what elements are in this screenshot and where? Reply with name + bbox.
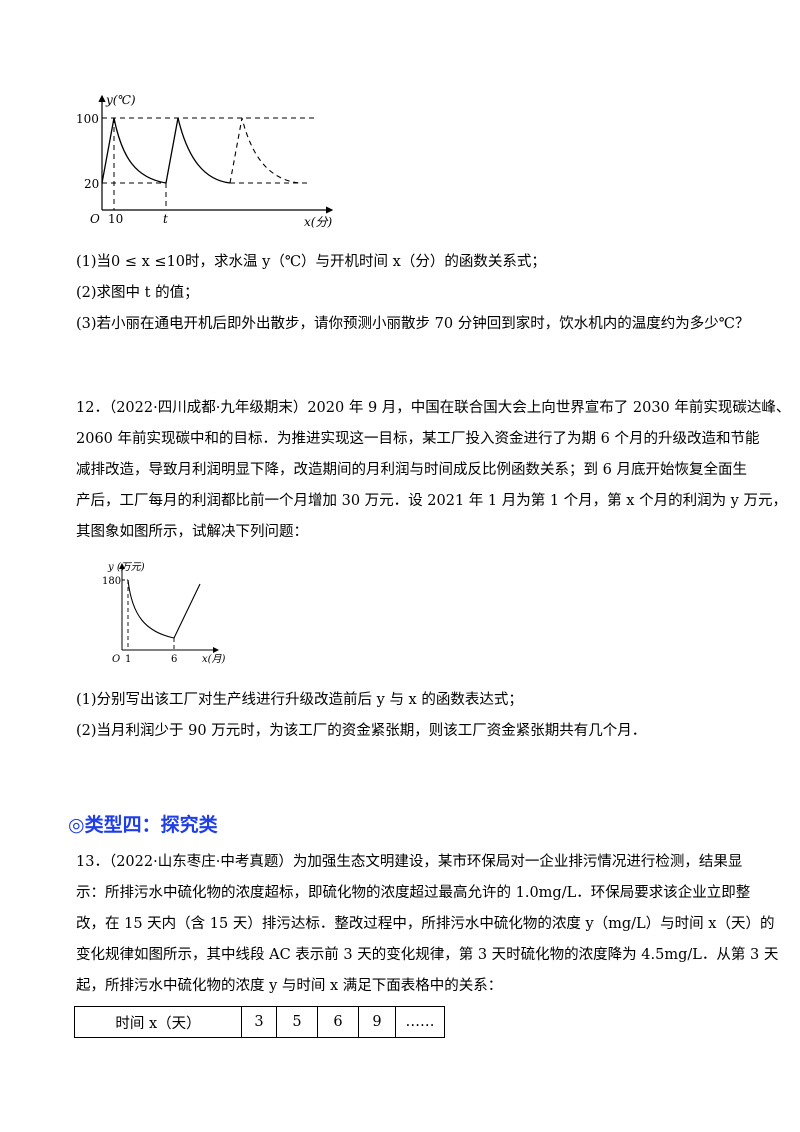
q12-part1: (1)分别写出该工厂对生产线进行升级改造前后 y 与 x 的函数表达式；	[76, 692, 523, 708]
q13-line: 变化规律如图所示，其中线段 AC 表示前 3 天的变化规律，第 3 天时硫化物的…	[76, 947, 779, 963]
q11-part3: (3)若小丽在通电开机后即外出散步，请你预测小丽散步 70 分钟回到家时，饮水机…	[76, 316, 750, 332]
q12-line: 2060 年前实现碳中和的目标．为推进实现这一目标，某工厂投入资金进行了为期 6…	[76, 431, 760, 447]
q12-line: 其图象如图所示，试解决下列问题：	[76, 524, 308, 540]
x-tick-10: 10	[108, 212, 123, 226]
q12-line: 产后，工厂每月的利润都比前一个月增加 30 万元．设 2021 年 1 月为第 …	[76, 493, 787, 509]
q13-line: 示：所排污水中硫化物的浓度超标，即硫化物的浓度超过最高允许的 1.0mg/L．环…	[76, 885, 751, 901]
origin-label: O	[112, 654, 120, 665]
table-header-cell: 时间 x（天）	[74, 1006, 242, 1038]
q12-line: 12．（2022·四川成都·九年级期末）2020 年 9 月，中国在联合国大会上…	[76, 400, 791, 416]
profit-curve	[127, 579, 201, 639]
x-tick-t: t	[163, 212, 168, 226]
y-tick-100: 100	[76, 112, 99, 126]
origin-label: O	[90, 212, 100, 226]
profit-month-graph: y (万元) 180 O 1 6 x(月)	[102, 562, 226, 665]
x-axis-label: x(分)	[304, 215, 332, 228]
table-cell: 9	[358, 1006, 396, 1038]
table-row: 时间 x（天） 3 5 6 9 ……	[74, 1006, 445, 1038]
temperature-time-graph: y(℃) 100 20 O 10 t x(分)	[76, 93, 334, 228]
q12-part2: (2)当月利润少于 90 万元时，为该工厂的资金紧张期，则该工厂资金紧张期共有几…	[76, 723, 647, 739]
q12-line: 减排改造，导致月利润明显下降，改造期间的月利润与时间成反比例函数关系；到 6 月…	[76, 462, 747, 478]
x-axis-label: x(月)	[202, 654, 226, 665]
time-table: 时间 x（天） 3 5 6 9 ……	[74, 1006, 445, 1038]
q13-line: 改，在 15 天内（含 15 天）排污达标．整改过程中，所排污水中硫化物的浓度 …	[76, 916, 775, 932]
q13-line: 起，所排污水中硫化物的浓度 y 与时间 x 满足下面表格中的关系：	[76, 978, 503, 994]
y-axis-label: y (万元)	[107, 562, 145, 573]
q13-line: 13．（2022·山东枣庄·中考真题）为加强生态文明建设，某市环保局对一企业排污…	[76, 854, 743, 870]
temperature-curve-dashed	[229, 117, 301, 184]
table-cell: 6	[317, 1006, 359, 1038]
table-cell: 3	[241, 1006, 277, 1038]
x-tick-6: 6	[171, 654, 177, 665]
q11-part2: (2)求图中 t 的值；	[76, 285, 199, 301]
y-axis-label: y(℃)	[105, 93, 136, 107]
temperature-curve	[101, 117, 231, 184]
table-cell: ……	[395, 1006, 445, 1038]
q11-part1: (1)当0 ≤ x ≤10时，求水温 y（℃）与开机时间 x（分）的函数关系式；	[76, 254, 546, 270]
x-tick-1: 1	[125, 654, 131, 665]
section-heading: ◎类型四：探究类	[68, 814, 218, 836]
y-tick-180: 180	[102, 576, 121, 587]
y-tick-20: 20	[84, 177, 99, 191]
table-cell: 5	[276, 1006, 318, 1038]
